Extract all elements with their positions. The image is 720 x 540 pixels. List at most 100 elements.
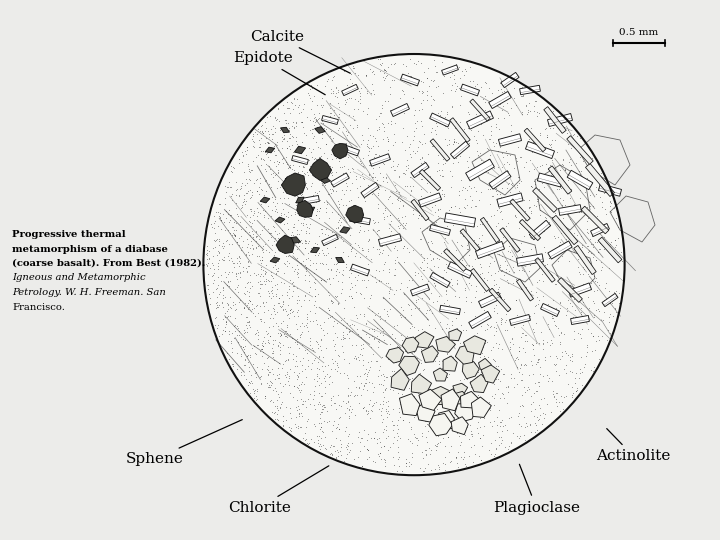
Point [256, 255, 268, 264]
Point [448, 134, 459, 143]
Point [272, 341, 284, 349]
Polygon shape [526, 141, 554, 159]
Point [388, 461, 400, 469]
Point [479, 274, 490, 282]
Point [456, 400, 468, 409]
Point [444, 166, 456, 175]
Point [320, 207, 331, 216]
Point [391, 320, 402, 329]
Point [492, 136, 504, 144]
Point [477, 342, 488, 351]
Polygon shape [602, 293, 618, 307]
Point [273, 370, 284, 379]
Point [334, 214, 346, 222]
Point [267, 336, 279, 345]
Point [266, 228, 277, 237]
Polygon shape [429, 414, 453, 436]
Point [589, 215, 600, 224]
Point [377, 428, 389, 436]
Point [333, 151, 345, 160]
Point [300, 254, 312, 263]
Point [502, 218, 513, 227]
Point [567, 204, 579, 212]
Point [269, 260, 281, 269]
Point [515, 376, 526, 384]
Point [249, 386, 261, 395]
Point [595, 245, 606, 253]
Point [244, 278, 256, 287]
Point [465, 430, 477, 438]
Polygon shape [369, 154, 390, 166]
Point [338, 335, 349, 343]
Point [505, 413, 516, 422]
Point [437, 160, 449, 168]
Point [545, 124, 557, 133]
Point [461, 423, 472, 431]
Point [433, 318, 445, 327]
Point [273, 237, 284, 246]
Point [436, 357, 448, 366]
Point [239, 328, 251, 336]
Point [603, 264, 615, 273]
Point [341, 399, 352, 407]
Point [417, 96, 428, 104]
Point [202, 254, 213, 263]
Point [230, 178, 242, 186]
Point [515, 259, 526, 268]
Point [281, 118, 292, 127]
Point [490, 324, 502, 333]
Point [560, 361, 572, 369]
Point [265, 276, 276, 285]
Point [226, 222, 238, 231]
Point [410, 295, 422, 304]
Point [549, 163, 561, 172]
Point [483, 398, 495, 407]
Point [511, 183, 523, 191]
Point [230, 327, 241, 335]
Point [384, 106, 395, 114]
Point [525, 428, 536, 436]
Point [367, 243, 379, 252]
Point [395, 330, 407, 339]
Point [267, 303, 279, 312]
Point [250, 233, 261, 241]
Point [332, 448, 343, 456]
Point [302, 248, 313, 257]
Point [541, 124, 552, 132]
Point [557, 182, 568, 191]
Polygon shape [400, 394, 420, 416]
Point [503, 135, 514, 144]
Point [438, 190, 449, 199]
Point [304, 85, 315, 93]
Point [262, 329, 274, 338]
Point [364, 332, 375, 341]
Polygon shape [444, 249, 467, 271]
Point [288, 93, 300, 102]
Point [357, 162, 369, 171]
Point [268, 305, 279, 313]
Point [258, 213, 269, 222]
Point [581, 228, 593, 237]
Point [508, 323, 520, 332]
Point [487, 191, 499, 200]
Point [240, 189, 252, 198]
Point [457, 232, 469, 240]
Point [494, 406, 505, 414]
Point [544, 160, 556, 169]
Point [210, 304, 222, 313]
Point [408, 182, 419, 191]
Point [284, 389, 295, 397]
Point [224, 218, 235, 227]
Point [278, 194, 289, 202]
Point [450, 453, 462, 462]
Point [593, 248, 604, 256]
Point [237, 263, 248, 272]
Point [257, 154, 269, 163]
Point [393, 172, 405, 181]
Point [438, 266, 450, 274]
Point [309, 292, 320, 300]
Point [283, 282, 294, 291]
Point [274, 338, 285, 346]
Point [307, 134, 319, 143]
Point [472, 417, 484, 426]
